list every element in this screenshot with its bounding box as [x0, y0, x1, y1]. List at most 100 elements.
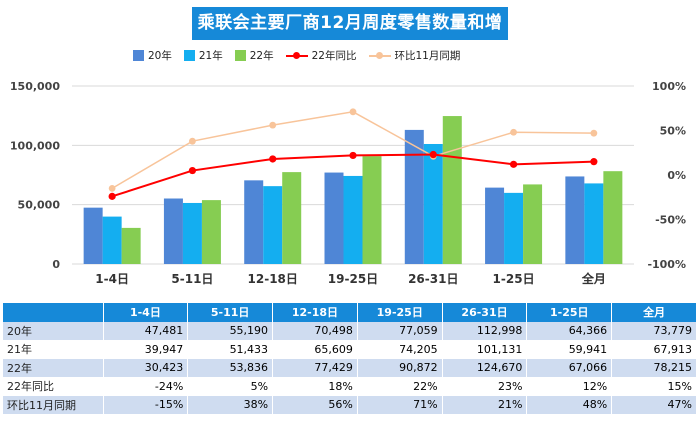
- table-row-label: 22年: [3, 358, 104, 377]
- table-cell: 56%: [272, 395, 358, 414]
- table-cell: 55,190: [187, 321, 274, 340]
- legend-item-mom: 环比11月同期: [368, 48, 460, 63]
- table-cell: 77,429: [272, 358, 358, 377]
- point-环比11月同期: [189, 137, 196, 145]
- bar-22年: [201, 200, 221, 264]
- point-22年同比: [108, 192, 116, 200]
- table-header-cell: 1-25日: [526, 303, 613, 322]
- bar-20年: [244, 180, 264, 264]
- legend-item-21: 21年: [183, 48, 223, 63]
- table-cell: 65,609: [272, 340, 358, 359]
- y-right-tick-label: -100%: [647, 258, 686, 271]
- y-right-tick-label: 100%: [652, 80, 686, 93]
- data-table: 1-4日 5-11日 12-18日 19-25日 26-31日 1-25日 全月…: [3, 303, 697, 414]
- bar-21年: [504, 192, 524, 264]
- table-cell: 15%: [611, 377, 697, 396]
- table-row-label: 20年: [3, 321, 104, 340]
- bar-20年: [485, 187, 505, 264]
- point-环比11月同期: [510, 128, 517, 136]
- table-cell: 21%: [442, 395, 528, 414]
- table-cell: 67,913: [611, 340, 697, 359]
- legend-swatch-20: [133, 49, 144, 61]
- point-22年同比: [188, 166, 197, 175]
- table-header-cell: 5-11日: [187, 303, 274, 322]
- bar-21年: [263, 186, 283, 264]
- legend-item-20: 20年: [133, 48, 172, 63]
- table-cell: 22%: [357, 377, 443, 396]
- point-环比11月同期: [349, 108, 357, 116]
- x-tick-label: 5-11日: [171, 272, 213, 286]
- table-cell: 90,872: [357, 358, 443, 377]
- table-cell: 124,670: [442, 358, 528, 377]
- table-cell: 101,131: [442, 340, 528, 359]
- table-cell: 23%: [442, 377, 528, 396]
- table-header-corner: [3, 303, 104, 322]
- legend-swatch-21: [183, 49, 195, 61]
- bar-22年: [121, 227, 141, 264]
- y-right-tick-label: -50%: [655, 214, 686, 227]
- bar-20年: [324, 172, 344, 264]
- legend-item-yoy: 22年同比: [285, 48, 357, 63]
- x-tick-label: 全月: [581, 271, 606, 286]
- y-left-tick-label: 100,000: [10, 139, 60, 152]
- legend-label-21: 21年: [198, 49, 223, 62]
- table-row-label: 21年: [3, 340, 104, 359]
- table-cell: 18%: [272, 377, 358, 396]
- table-row: 22年同比 -24% 5% 18% 22% 23% 12% 15%: [3, 377, 697, 396]
- x-tick-label: 1-4日: [95, 272, 129, 286]
- table-cell: 38%: [187, 395, 274, 414]
- point-环比11月同期: [269, 121, 277, 129]
- point-环比11月同期: [108, 184, 116, 192]
- table-header-cell: 26-31日: [442, 303, 528, 322]
- table-row-label: 22年同比: [3, 377, 104, 396]
- x-tick-label: 1-25日: [493, 272, 535, 286]
- bar-20年: [404, 129, 424, 264]
- legend-swatch-22: [234, 49, 246, 61]
- table-header-cell: 全月: [611, 303, 697, 322]
- bar-21年: [102, 216, 122, 264]
- table-cell: 77,059: [357, 321, 443, 340]
- table-cell: 78,215: [611, 358, 697, 377]
- bar-22年: [603, 171, 623, 264]
- y-left-tick-label: 150,000: [10, 80, 60, 93]
- table-cell: 73,779: [611, 321, 697, 340]
- table-cell: 64,366: [526, 321, 613, 340]
- bar-22年: [523, 184, 543, 264]
- legend: 20年 21年 22年 22年同比 环比11月同期: [133, 46, 553, 64]
- chart-title: 乘联会主要厂商12月周度零售数量和增速: [192, 7, 508, 66]
- y-left-tick-label: 50,000: [18, 199, 61, 212]
- table-row: 21年 39,947 51,433 65,609 74,205 101,131 …: [3, 340, 697, 359]
- bar-22年: [362, 156, 382, 264]
- table-cell: 71%: [357, 395, 443, 414]
- table-cell: 47%: [611, 395, 697, 414]
- point-22年同比: [269, 155, 277, 163]
- table-header-row: 1-4日 5-11日 12-18日 19-25日 26-31日 1-25日 全月: [3, 303, 697, 322]
- table-header-cell: 12-18日: [272, 303, 358, 322]
- bar-22年: [442, 116, 462, 265]
- legend-label-20: 20年: [148, 49, 172, 62]
- y-left-tick-label: 0: [52, 258, 60, 271]
- table-cell: 39,947: [103, 340, 189, 359]
- point-22年同比: [429, 150, 437, 159]
- table-cell: 74,205: [357, 340, 443, 359]
- table-cell: 30,423: [103, 358, 189, 377]
- table-cell: 5%: [187, 377, 274, 396]
- x-tick-label: 26-31日: [408, 272, 458, 286]
- table-row: 22年 30,423 53,836 77,429 90,872 124,670 …: [3, 358, 697, 377]
- legend-swatch-yoy: [285, 50, 308, 61]
- table-row: 环比11月同期 -15% 38% 56% 71% 21% 48% 47%: [3, 395, 697, 414]
- x-tick-label: 12-18日: [248, 272, 298, 286]
- bar-20年: [565, 176, 585, 264]
- point-22年同比: [349, 151, 357, 160]
- table-cell: 53,836: [187, 358, 274, 377]
- table-header-cell: 1-4日: [103, 303, 189, 322]
- bar-21年: [182, 202, 202, 264]
- table-row-label: 环比11月同期: [3, 395, 104, 414]
- table-cell: 112,998: [442, 321, 528, 340]
- table-cell: -15%: [103, 395, 189, 414]
- table-cell: 70,498: [272, 321, 358, 340]
- bar-22年: [282, 172, 302, 264]
- table-row: 20年 47,481 55,190 70,498 77,059 112,998 …: [3, 321, 697, 340]
- x-tick-label: 19-25日: [328, 272, 378, 286]
- legend-item-22: 22年: [234, 48, 274, 63]
